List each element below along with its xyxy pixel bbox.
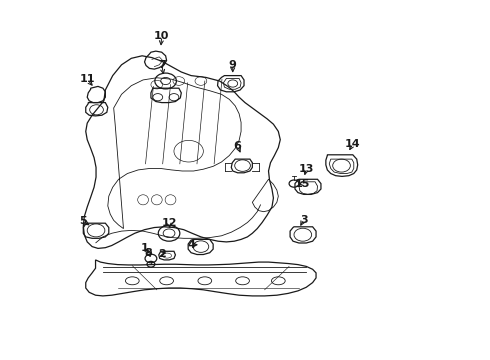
Text: 6: 6	[234, 141, 242, 151]
Text: 1: 1	[141, 243, 148, 253]
Text: 15: 15	[295, 179, 311, 189]
Text: 12: 12	[161, 218, 177, 228]
Text: 11: 11	[79, 74, 95, 84]
Text: 14: 14	[345, 139, 361, 149]
Text: 3: 3	[300, 215, 308, 225]
Text: 9: 9	[229, 60, 237, 70]
Text: 5: 5	[79, 216, 87, 226]
Text: 8: 8	[145, 248, 152, 258]
Text: 2: 2	[158, 249, 166, 259]
Text: 4: 4	[187, 240, 195, 250]
Text: 10: 10	[154, 31, 170, 41]
Text: 13: 13	[298, 164, 314, 174]
Text: 7: 7	[158, 60, 166, 70]
